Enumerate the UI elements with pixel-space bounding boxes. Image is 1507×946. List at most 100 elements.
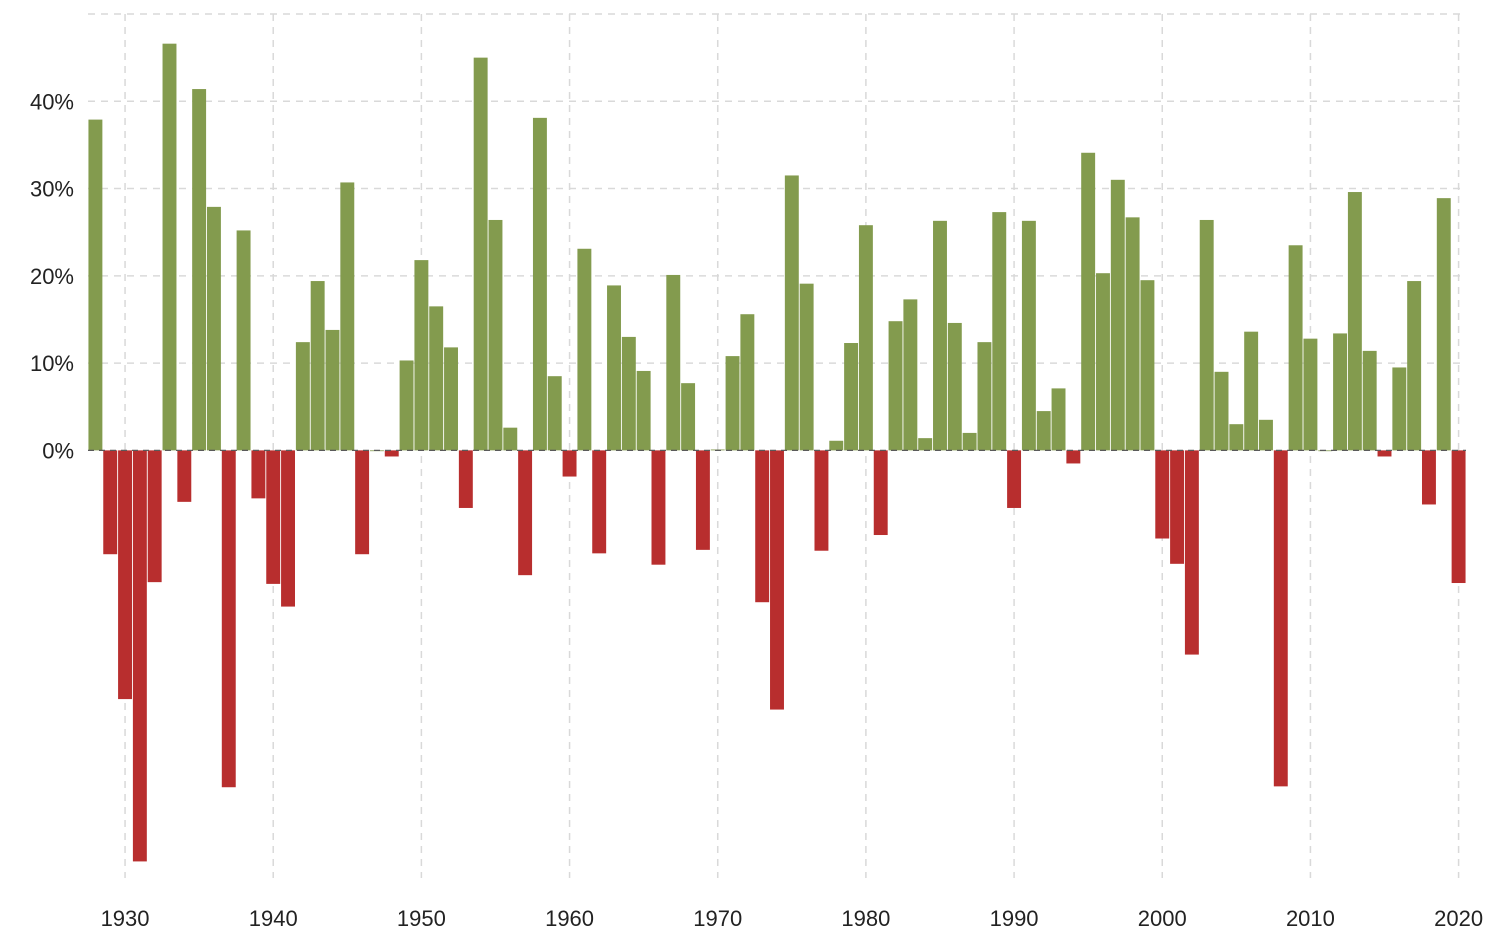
bar-1989 — [992, 212, 1007, 451]
x-tick-label: 1960 — [545, 906, 594, 931]
bar-1934 — [177, 450, 192, 502]
bar-1987 — [962, 432, 977, 451]
bar-2018 — [1421, 450, 1436, 505]
bar-1944 — [325, 329, 340, 451]
bar-2002 — [1184, 450, 1199, 655]
bar-1949 — [399, 360, 414, 451]
bar-2008 — [1273, 450, 1288, 787]
x-tick-label: 1950 — [397, 906, 446, 931]
bar-1993 — [1051, 388, 1066, 451]
bar-1974 — [770, 450, 784, 710]
bar-1938 — [236, 230, 251, 451]
bar-1948 — [384, 450, 399, 457]
bar-2019 — [1436, 198, 1451, 451]
bar-1990 — [1007, 450, 1022, 508]
y-tick-label: 40% — [30, 89, 74, 114]
bar-1994 — [1066, 450, 1081, 464]
bar-1935 — [192, 89, 207, 451]
bar-1969 — [695, 450, 710, 550]
bar-2000 — [1155, 450, 1170, 539]
bar-1971 — [725, 356, 740, 451]
bar-1961 — [577, 248, 592, 451]
bar-1928 — [88, 119, 103, 451]
bar-1940 — [266, 450, 281, 584]
bar-1956 — [503, 427, 518, 451]
bar-1982 — [888, 321, 903, 451]
bar-1978 — [829, 440, 844, 451]
bar-1972 — [740, 314, 755, 451]
bar-1968 — [681, 383, 696, 451]
bar-1997 — [1110, 179, 1125, 451]
bar-1953 — [458, 450, 473, 508]
bar-1975 — [784, 175, 799, 451]
bar-1959 — [547, 376, 562, 451]
bar-1980 — [858, 225, 873, 451]
x-tick-label: 2010 — [1286, 906, 1335, 931]
bar-1983 — [903, 299, 918, 451]
x-tick-label: 1940 — [249, 906, 298, 931]
bar-1941 — [281, 450, 295, 607]
bar-layer — [88, 43, 1466, 862]
x-tick-label: 2020 — [1434, 906, 1483, 931]
bar-1965 — [636, 370, 651, 451]
bar-1960 — [562, 450, 577, 477]
bar-1955 — [488, 219, 503, 451]
bar-2003 — [1199, 219, 1214, 451]
x-axis-ticks: 1930 1940 1950 1960 1970 1980 1990 2000 2010 2020 — [101, 906, 1484, 931]
bar-1984 — [918, 438, 933, 451]
bar-1985 — [933, 220, 947, 451]
x-tick-label: 1930 — [101, 906, 150, 931]
bar-1979 — [844, 343, 859, 451]
bar-1932 — [147, 450, 162, 583]
x-tick-label: 1970 — [693, 906, 742, 931]
y-tick-label: 20% — [30, 264, 74, 289]
bar-2013 — [1347, 192, 1362, 451]
bar-2004 — [1214, 371, 1229, 451]
bar-1939 — [251, 450, 266, 499]
bar-1991 — [1021, 220, 1036, 451]
bar-1931 — [132, 450, 147, 862]
bar-1943 — [310, 281, 325, 451]
bar-1937 — [221, 450, 236, 788]
bar-1977 — [814, 450, 829, 551]
bar-1942 — [295, 342, 310, 451]
bar-1996 — [1096, 273, 1110, 451]
x-tick-label: 1990 — [990, 906, 1039, 931]
bar-2017 — [1407, 281, 1422, 451]
bar-1957 — [518, 450, 533, 576]
bar-1988 — [977, 342, 992, 451]
bar-1964 — [621, 336, 636, 451]
bar-1929 — [103, 450, 118, 555]
bar-2001 — [1170, 450, 1185, 564]
bar-1952 — [444, 347, 458, 451]
bar-1933 — [162, 43, 177, 451]
x-tick-label: 1980 — [841, 906, 890, 931]
bar-2012 — [1333, 333, 1348, 451]
bar-1958 — [532, 117, 547, 451]
bar-1976 — [799, 283, 814, 451]
bar-1950 — [414, 260, 429, 451]
bar-1998 — [1125, 217, 1140, 451]
bar-1981 — [873, 450, 888, 536]
y-tick-label: 0% — [42, 438, 74, 463]
y-axis-ticks: 0% 10% 20% 30% 40% — [30, 89, 74, 463]
bar-2014 — [1362, 350, 1377, 451]
bar-1954 — [473, 57, 488, 451]
bar-1999 — [1140, 280, 1155, 451]
bar-1992 — [1036, 411, 1051, 451]
bar-1962 — [592, 450, 607, 554]
bar-1966 — [651, 450, 666, 565]
bar-1973 — [755, 450, 770, 603]
bar-1936 — [206, 206, 221, 451]
bar-2010 — [1303, 338, 1318, 451]
bar-2016 — [1392, 367, 1407, 451]
bar-2015 — [1377, 450, 1392, 457]
bar-1995 — [1081, 152, 1096, 451]
bar-2005 — [1229, 424, 1244, 451]
grid-layer — [88, 13, 1466, 878]
bar-1946 — [355, 450, 370, 555]
bar-1986 — [947, 322, 962, 451]
bar-2006 — [1244, 331, 1259, 451]
